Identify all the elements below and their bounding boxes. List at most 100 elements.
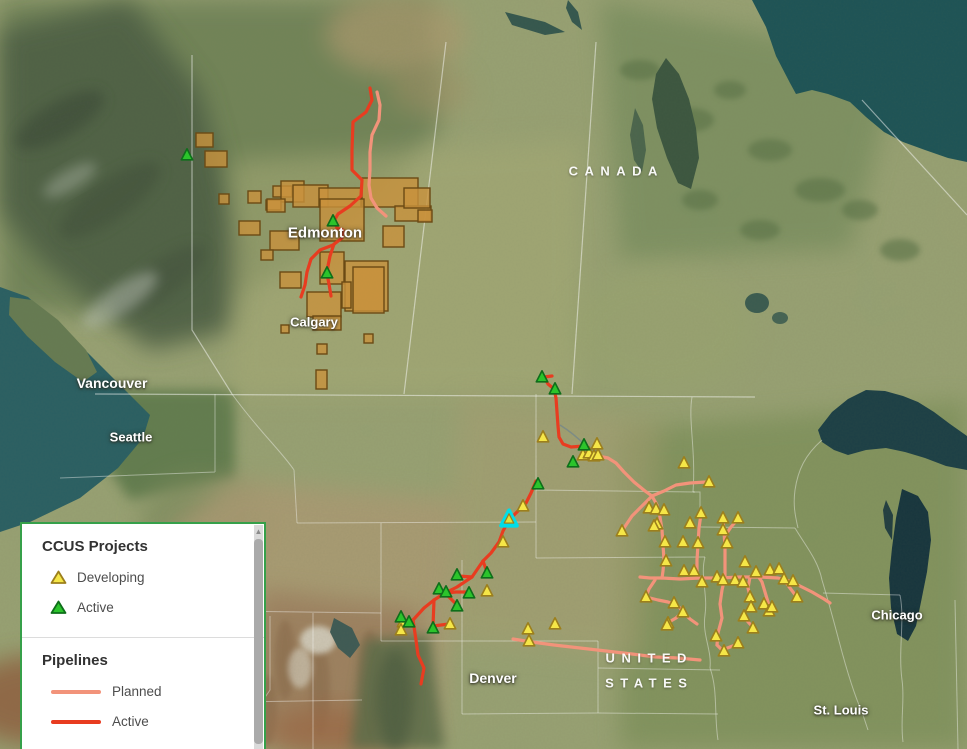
ccus-marker-developing[interactable] xyxy=(548,616,562,630)
ccus-marker-active[interactable] xyxy=(320,265,334,279)
ccus-marker-developing[interactable] xyxy=(738,554,752,568)
ccus-marker-developing[interactable] xyxy=(728,572,742,586)
ccus-marker-developing[interactable] xyxy=(702,474,716,488)
ccus-marker-developing[interactable] xyxy=(443,616,457,630)
ccus-marker-developing[interactable] xyxy=(496,534,510,548)
ccus-marker-active[interactable] xyxy=(394,609,408,623)
ccus-marker-developing[interactable] xyxy=(676,604,690,618)
legend-scrollbar-thumb[interactable] xyxy=(254,539,263,744)
ccus-marker-developing[interactable] xyxy=(591,447,605,461)
ccus-marker-developing[interactable] xyxy=(746,620,760,634)
pipeline-planned[interactable] xyxy=(596,454,654,498)
ccus-marker-developing[interactable] xyxy=(687,563,701,577)
ccus-marker-active[interactable] xyxy=(450,598,464,612)
ccus-marker-active[interactable] xyxy=(548,381,562,395)
ccus-marker-developing[interactable] xyxy=(676,534,690,548)
lease-area[interactable] xyxy=(280,324,290,334)
ccus-marker-developing[interactable] xyxy=(677,563,691,577)
ccus-marker-developing[interactable] xyxy=(480,583,494,597)
ccus-marker-developing[interactable] xyxy=(731,635,745,649)
ccus-marker-developing[interactable] xyxy=(394,622,408,636)
ccus-marker-developing[interactable] xyxy=(695,574,709,588)
ccus-marker-active[interactable] xyxy=(432,581,446,595)
ccus-marker-developing[interactable] xyxy=(649,501,663,515)
ccus-marker-developing[interactable] xyxy=(683,515,697,529)
ccus-marker-developing[interactable] xyxy=(590,436,604,450)
ccus-marker-active[interactable] xyxy=(402,614,416,628)
ccus-marker-developing[interactable] xyxy=(716,572,730,586)
lease-area[interactable] xyxy=(247,190,262,204)
ccus-marker-developing[interactable] xyxy=(736,574,750,588)
lease-area[interactable] xyxy=(341,281,352,309)
pipeline-active[interactable] xyxy=(457,559,485,579)
ccus-marker-active[interactable] xyxy=(439,584,453,598)
ccus-marker-active[interactable] xyxy=(531,476,545,490)
ccus-marker-developing[interactable] xyxy=(749,564,763,578)
lease-area[interactable] xyxy=(316,343,328,355)
lease-area[interactable] xyxy=(352,266,385,314)
pipeline-active[interactable] xyxy=(542,374,586,449)
lease-area[interactable] xyxy=(306,291,342,318)
ccus-marker-developing[interactable] xyxy=(717,643,731,657)
ccus-marker-developing[interactable] xyxy=(790,589,804,603)
ccus-marker-developing[interactable] xyxy=(657,502,671,516)
ccus-marker-developing[interactable] xyxy=(694,505,708,519)
pipeline-active[interactable] xyxy=(411,575,474,622)
pipeline-planned[interactable] xyxy=(650,480,708,498)
ccus-marker-developing[interactable] xyxy=(659,553,673,567)
ccus-marker-active[interactable] xyxy=(566,454,580,468)
ccus-marker-developing[interactable] xyxy=(709,628,723,642)
lease-area[interactable] xyxy=(403,187,431,209)
lease-area[interactable] xyxy=(363,333,374,344)
ccus-marker-developing[interactable] xyxy=(763,562,777,576)
ccus-marker-active[interactable] xyxy=(180,148,194,161)
ccus-marker-developing[interactable] xyxy=(667,595,681,609)
ccus-marker-developing[interactable] xyxy=(737,608,751,622)
ccus-marker-developing[interactable] xyxy=(731,510,745,524)
ccus-marker-active[interactable] xyxy=(450,567,464,581)
ccus-marker-developing[interactable] xyxy=(516,498,530,512)
ccus-marker-developing[interactable] xyxy=(691,535,705,549)
lease-area[interactable] xyxy=(218,193,230,205)
pipeline-planned[interactable] xyxy=(511,637,702,662)
lease-area[interactable] xyxy=(195,132,214,148)
ccus-marker-developing[interactable] xyxy=(716,510,730,524)
pipeline-active[interactable] xyxy=(299,86,374,299)
lease-area[interactable] xyxy=(279,271,302,289)
lease-area[interactable] xyxy=(204,150,228,168)
pipeline-active[interactable] xyxy=(411,618,426,686)
ccus-marker-developing[interactable] xyxy=(536,429,550,443)
lease-area[interactable] xyxy=(269,230,300,251)
ccus-marker-developing[interactable] xyxy=(743,589,757,603)
lease-area[interactable] xyxy=(319,251,345,285)
ccus-marker-developing[interactable] xyxy=(521,621,535,635)
lease-area[interactable] xyxy=(382,225,405,248)
ccus-marker-developing[interactable] xyxy=(615,523,629,537)
ccus-marker-developing[interactable] xyxy=(660,617,674,631)
ccus-marker-developing[interactable] xyxy=(765,599,779,613)
ccus-marker-developing[interactable] xyxy=(744,599,758,613)
ccus-marker-active[interactable] xyxy=(577,437,591,451)
ccus-marker-active[interactable] xyxy=(426,620,440,634)
lease-area[interactable] xyxy=(417,209,433,223)
ccus-marker-developing[interactable] xyxy=(786,573,800,587)
lease-area[interactable] xyxy=(315,369,328,390)
ccus-marker-developing[interactable] xyxy=(720,535,734,549)
ccus-marker-developing[interactable] xyxy=(658,534,672,548)
ccus-marker-active[interactable] xyxy=(480,565,494,579)
pipeline-planned[interactable] xyxy=(638,575,664,580)
ccus-marker-developing[interactable] xyxy=(716,522,730,536)
ccus-marker-developing[interactable] xyxy=(677,455,691,469)
ccus-marker-developing[interactable] xyxy=(639,589,653,603)
ccus-marker-active[interactable] xyxy=(326,214,340,227)
pipeline-planned[interactable] xyxy=(367,90,388,218)
lease-area[interactable] xyxy=(312,315,342,331)
ccus-marker-developing[interactable] xyxy=(777,571,791,585)
lease-area[interactable] xyxy=(238,220,261,236)
ccus-marker-active[interactable] xyxy=(535,369,549,383)
lease-area[interactable] xyxy=(266,198,286,213)
ccus-marker-selected[interactable] xyxy=(503,513,515,524)
pipeline-planned[interactable] xyxy=(622,494,654,530)
ccus-marker-developing[interactable] xyxy=(757,596,771,610)
